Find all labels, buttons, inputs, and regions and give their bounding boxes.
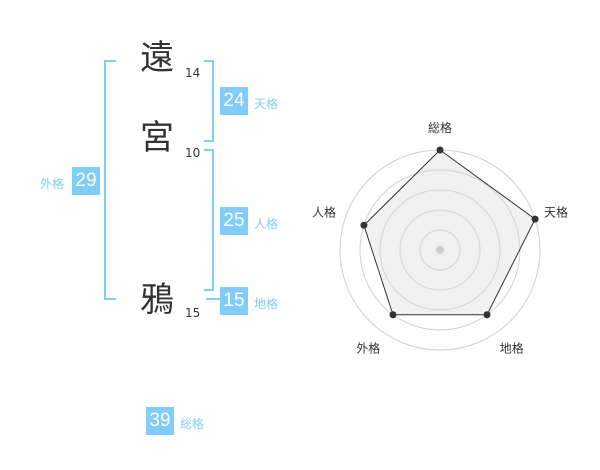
- radar-ring: [379, 189, 501, 311]
- soukaku-label: 総格: [180, 417, 205, 431]
- gaikaku-label: 外格: [40, 177, 65, 191]
- soukaku-value: 39: [146, 407, 174, 435]
- radar-point: [389, 311, 397, 319]
- radar-point: [531, 215, 539, 223]
- radar-axis-label: 地格: [500, 341, 524, 356]
- jinkaku-bracket: [204, 149, 214, 291]
- stroke-count-1: 14: [185, 66, 201, 80]
- tenkaku-value: 24: [220, 87, 248, 115]
- gaikaku-value: 29: [72, 167, 100, 195]
- radar-point: [483, 311, 491, 319]
- stroke-count-2: 10: [185, 146, 201, 160]
- radar-axis-label: 外格: [356, 341, 380, 356]
- radar-ring: [399, 209, 481, 291]
- tenkaku-label: 天格: [254, 97, 279, 111]
- radar-axis-label: 人格: [312, 204, 336, 219]
- radar-axis-label: 天格: [544, 204, 568, 219]
- radar-center: [436, 246, 444, 254]
- chikaku-value: 15: [220, 287, 248, 315]
- radar-axis-label: 総格: [428, 120, 452, 135]
- tenkaku-bracket: [204, 60, 214, 142]
- radar-point: [360, 221, 368, 229]
- stroke-count-3: 15: [185, 306, 201, 320]
- name-char-3: 鴉: [140, 280, 174, 320]
- jinkaku-label: 人格: [254, 217, 279, 231]
- name-char-1: 遠: [140, 38, 174, 78]
- gaikaku-bracket: [104, 60, 116, 300]
- jinkaku-value: 25: [220, 207, 248, 235]
- radar-point: [436, 146, 444, 154]
- radar-ring: [419, 229, 461, 271]
- radar-area: [363, 149, 536, 316]
- chikaku-connector: [206, 298, 220, 300]
- chikaku-label: 地格: [254, 297, 279, 311]
- name-char-2: 宮: [140, 118, 174, 158]
